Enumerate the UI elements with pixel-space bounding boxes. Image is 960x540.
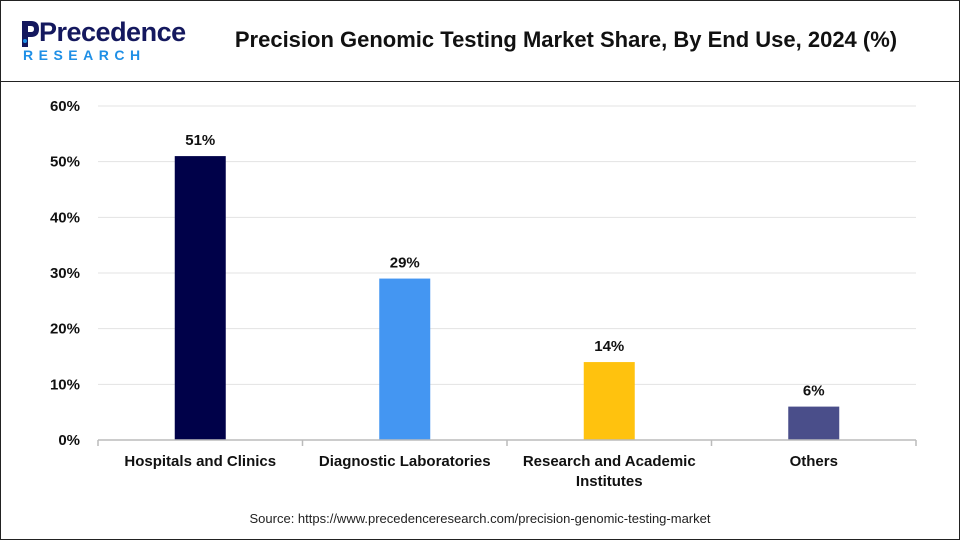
bar-chart: 0% 10% 20% 30% 40% 50% 60% 51% 29% 14% 6% Hospita… — [50, 98, 917, 490]
y-tick-label: 50% — [50, 154, 80, 171]
x-tick-label: Hospitals and Clinics — [124, 453, 276, 470]
y-tick-label: 30% — [50, 265, 80, 282]
y-tick-label: 10% — [50, 376, 80, 393]
source-note: Source: https://www.precedenceresearch.c… — [249, 511, 711, 526]
logo-mark-icon — [22, 21, 39, 47]
header: Precedence RESEARCH Precision Genomic Te… — [1, 1, 959, 82]
y-tick-label: 60% — [50, 98, 80, 115]
x-tick-label: Diagnostic Laboratories — [319, 453, 491, 470]
data-labels: 51% 29% 14% 6% — [185, 132, 824, 400]
y-tick-label: 20% — [50, 321, 80, 338]
chart-title: Precision Genomic Testing Market Share, … — [234, 27, 898, 52]
x-tick-label: Research and Academic Institutes — [523, 453, 696, 490]
bar — [788, 406, 840, 440]
y-tick-label: 40% — [50, 209, 80, 226]
logo-wordmark: Precedence — [39, 17, 186, 47]
logo-subtitle: RESEARCH — [23, 47, 146, 63]
gridlines — [98, 105, 916, 385]
brand-logo: Precedence RESEARCH — [19, 15, 186, 67]
bar — [174, 156, 226, 440]
data-label: 29% — [390, 255, 420, 272]
y-axis-ticks: 0% 10% 20% 30% 40% 50% 60% — [50, 98, 80, 449]
data-label: 51% — [185, 132, 215, 149]
x-axis: Hospitals and Clinics Diagnostic Laborato… — [97, 439, 917, 490]
bars — [174, 156, 840, 440]
y-tick-label: 0% — [58, 432, 80, 449]
data-label: 6% — [803, 383, 825, 400]
x-tick-label: Others — [790, 453, 838, 470]
bar — [379, 278, 431, 440]
bar — [583, 362, 635, 440]
data-label: 14% — [594, 338, 624, 355]
